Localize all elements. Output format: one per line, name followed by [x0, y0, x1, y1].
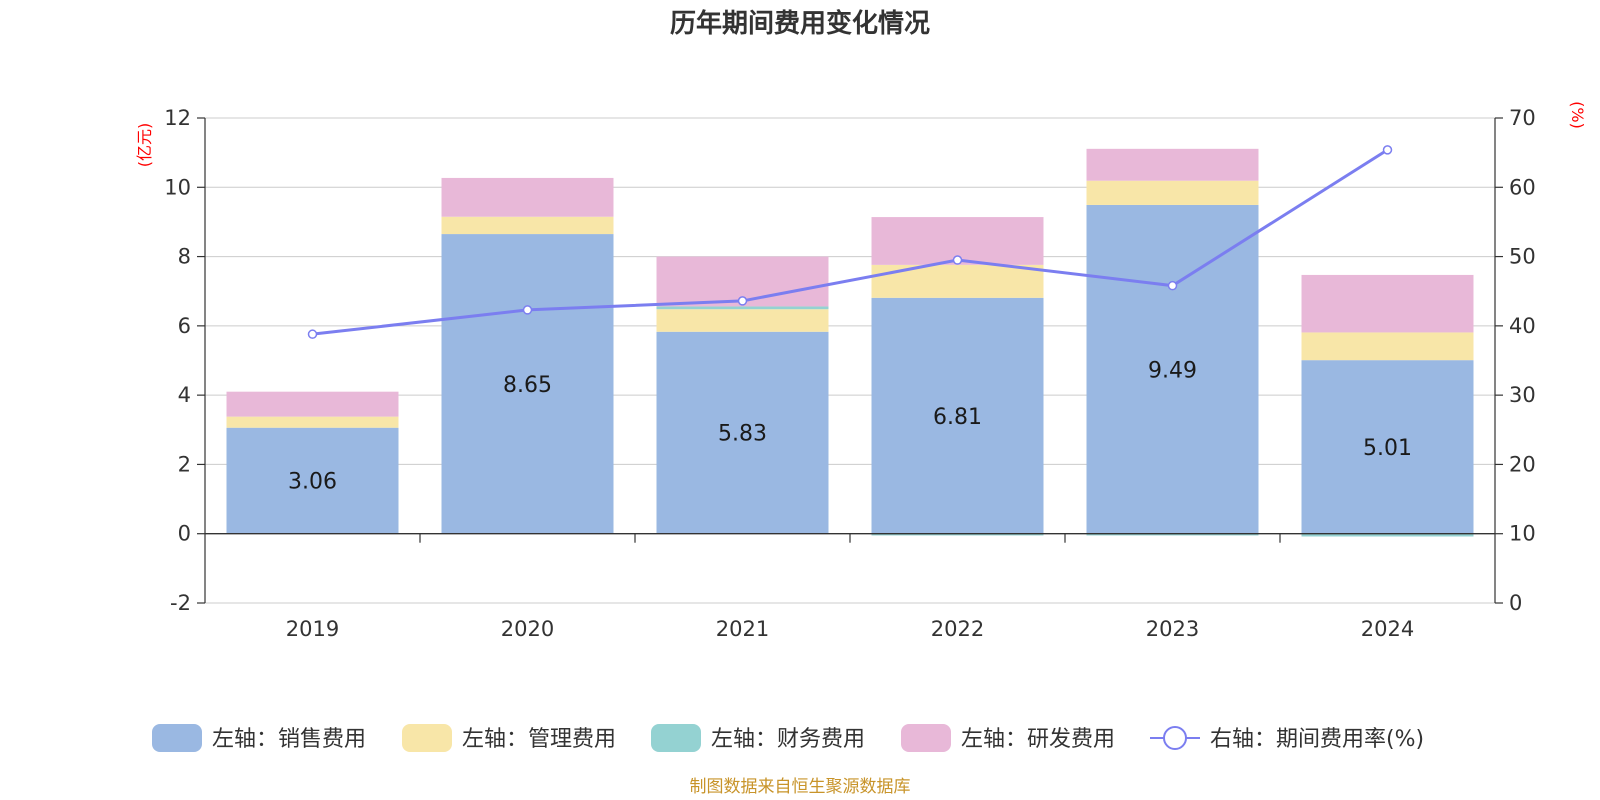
bar-segment-2024-1 — [1301, 332, 1474, 361]
bar-segment-2023-0 — [1086, 204, 1259, 534]
expense-rate-point — [1382, 145, 1393, 155]
left-axis-unit: (亿元) — [135, 123, 154, 168]
legend-label-0: 左轴：销售费用 — [212, 727, 366, 752]
bar-segment-2019-3 — [226, 391, 399, 417]
category-label: 2021 — [716, 617, 769, 641]
expense-rate-point — [737, 296, 748, 306]
legend-line-marker — [1163, 726, 1187, 750]
category-label: 2023 — [1146, 617, 1199, 641]
right-tick-label: 60 — [1509, 175, 1536, 199]
expense-rate-point — [1167, 280, 1178, 291]
bar-segment-2021-0 — [656, 331, 829, 534]
bar-segment-2020-3 — [441, 177, 614, 217]
expense-rate-point — [522, 305, 533, 315]
left-tick-label: 4 — [178, 383, 191, 407]
bars — [226, 148, 1474, 537]
category-label: 2024 — [1361, 617, 1414, 641]
expense-rate-polyline — [312, 148, 1389, 336]
bar-labels: 3.06 8.65 5.83 6.81 9.49 5.01 — [288, 358, 1412, 494]
right-tick-label: 0 — [1509, 591, 1522, 615]
legend-swatch-1 — [402, 724, 452, 752]
bar-segment-2021-1 — [656, 309, 829, 332]
bar-value-label: 6.81 — [933, 405, 982, 430]
legend-label-4: 右轴：期间费用率(%) — [1210, 727, 1424, 752]
bar-value-label: 5.01 — [1363, 436, 1412, 461]
bar-value-label: 9.49 — [1148, 358, 1197, 383]
left-tick-label: 6 — [178, 314, 191, 338]
left-tick-label: 2 — [178, 452, 191, 476]
axes: -2 0 2 4 6 8 10 12 0 10 20 30 40 50 60 70 2019 2020 2021 20… — [164, 106, 1535, 641]
bar-segment-2022-0 — [871, 297, 1044, 534]
right-tick-label: 50 — [1509, 245, 1536, 269]
category-label: 2022 — [931, 617, 984, 641]
right-tick-label: 30 — [1509, 383, 1536, 407]
bar-segment-2024-0 — [1301, 360, 1474, 534]
bar-segment-2023-1 — [1086, 180, 1259, 205]
right-tick-label: 70 — [1509, 106, 1536, 130]
right-tick-label: 10 — [1509, 522, 1536, 546]
bar-segment-2023-2 — [1086, 533, 1259, 536]
category-label: 2020 — [501, 617, 554, 641]
bar-value-label: 8.65 — [503, 373, 552, 398]
legend-swatch-3 — [901, 724, 951, 752]
bar-segment-2020-0 — [441, 234, 614, 534]
bar-segment-2024-2 — [1301, 533, 1474, 537]
data-source: 制图数据来自恒生聚源数据库 — [690, 777, 911, 797]
expense-rate-point — [952, 255, 963, 265]
legend-label-2: 左轴：财务费用 — [711, 727, 865, 752]
left-tick-label: 12 — [164, 106, 191, 130]
bar-value-label: 5.83 — [718, 422, 767, 447]
legend-swatch-2 — [651, 724, 701, 752]
bar-segment-2022-2 — [871, 533, 1044, 536]
category-label: 2019 — [286, 617, 339, 641]
right-tick-label: 20 — [1509, 452, 1536, 476]
bar-segment-2019-1 — [226, 416, 399, 428]
left-tick-label: 10 — [164, 175, 191, 199]
chart-title: 历年期间费用变化情况 — [670, 8, 930, 39]
grid-lines — [205, 117, 1495, 604]
bar-segment-2022-1 — [871, 264, 1044, 298]
left-tick-label: -2 — [170, 591, 191, 615]
bar-segment-2020-1 — [441, 216, 614, 235]
left-tick-label: 8 — [178, 245, 191, 269]
bar-segment-2021-2 — [656, 306, 829, 310]
bar-segment-2023-3 — [1086, 148, 1259, 181]
expense-rate-line — [307, 145, 1393, 339]
legend-label-1: 左轴：管理费用 — [462, 727, 616, 752]
right-tick-label: 40 — [1509, 314, 1536, 338]
expense-rate-point — [307, 329, 318, 339]
left-tick-label: 0 — [178, 522, 191, 546]
legend: 左轴：销售费用 左轴：管理费用 左轴：财务费用 左轴：研发费用 右轴：期间费用率(%) — [152, 724, 1424, 752]
right-axis-unit: (%) — [1568, 101, 1587, 129]
bar-segment-2019-0 — [226, 427, 399, 534]
legend-swatch-0 — [152, 724, 202, 752]
bar-value-label: 3.06 — [288, 470, 337, 495]
bar-segment-2024-3 — [1301, 274, 1474, 333]
legend-label-3: 左轴：研发费用 — [961, 727, 1115, 752]
